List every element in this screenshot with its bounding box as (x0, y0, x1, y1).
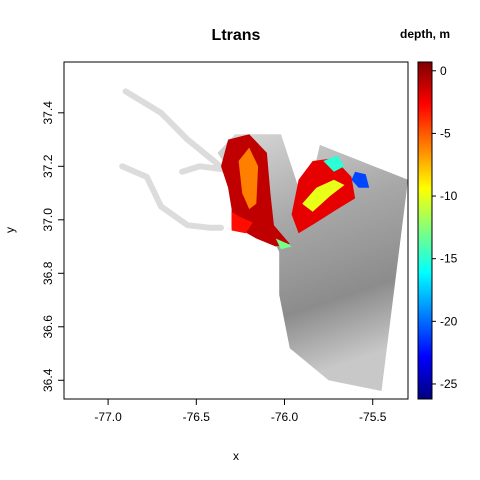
y-tick-label: 36.8 (41, 261, 55, 285)
x-tick-label: -77.0 (94, 410, 122, 424)
y-tick-label: 37.4 (41, 101, 55, 125)
y-tick-label: 36.6 (41, 315, 55, 339)
y-tick-label: 37.2 (41, 154, 55, 178)
y-axis-label: y (3, 227, 17, 233)
plot-frame (63, 61, 409, 400)
x-tick-label: -76.5 (183, 410, 211, 424)
river-channel-3 (179, 163, 224, 175)
river-channel-2 (119, 163, 224, 231)
river-channel-1 (122, 88, 230, 175)
x-axis-label: x (233, 449, 239, 463)
colorbar (417, 61, 433, 400)
x-tick-label: -75.5 (359, 410, 387, 424)
depth-region-6 (323, 155, 345, 172)
colorbar-title: depth, m (400, 27, 450, 41)
depth-region-5 (302, 179, 345, 212)
colorbar-tick-label: 0 (440, 64, 447, 78)
depth-region-7 (351, 171, 370, 188)
depth-region-8 (275, 238, 292, 250)
depth-region-2 (238, 147, 259, 210)
depth-region-3 (231, 211, 253, 234)
colorbar-tick-label: -5 (440, 126, 451, 140)
colorbar-tick-label: -25 (440, 377, 458, 391)
y-tick-label: 37.0 (41, 208, 55, 232)
x-tick-label: -76.0 (271, 410, 299, 424)
colorbar-tick-label: -10 (440, 189, 458, 203)
colorbar-tick-label: -20 (440, 314, 458, 328)
y-tick-label: 36.4 (41, 368, 55, 392)
chart-title: Ltrans (212, 27, 261, 44)
colorbar-tick-label: -15 (440, 252, 458, 266)
